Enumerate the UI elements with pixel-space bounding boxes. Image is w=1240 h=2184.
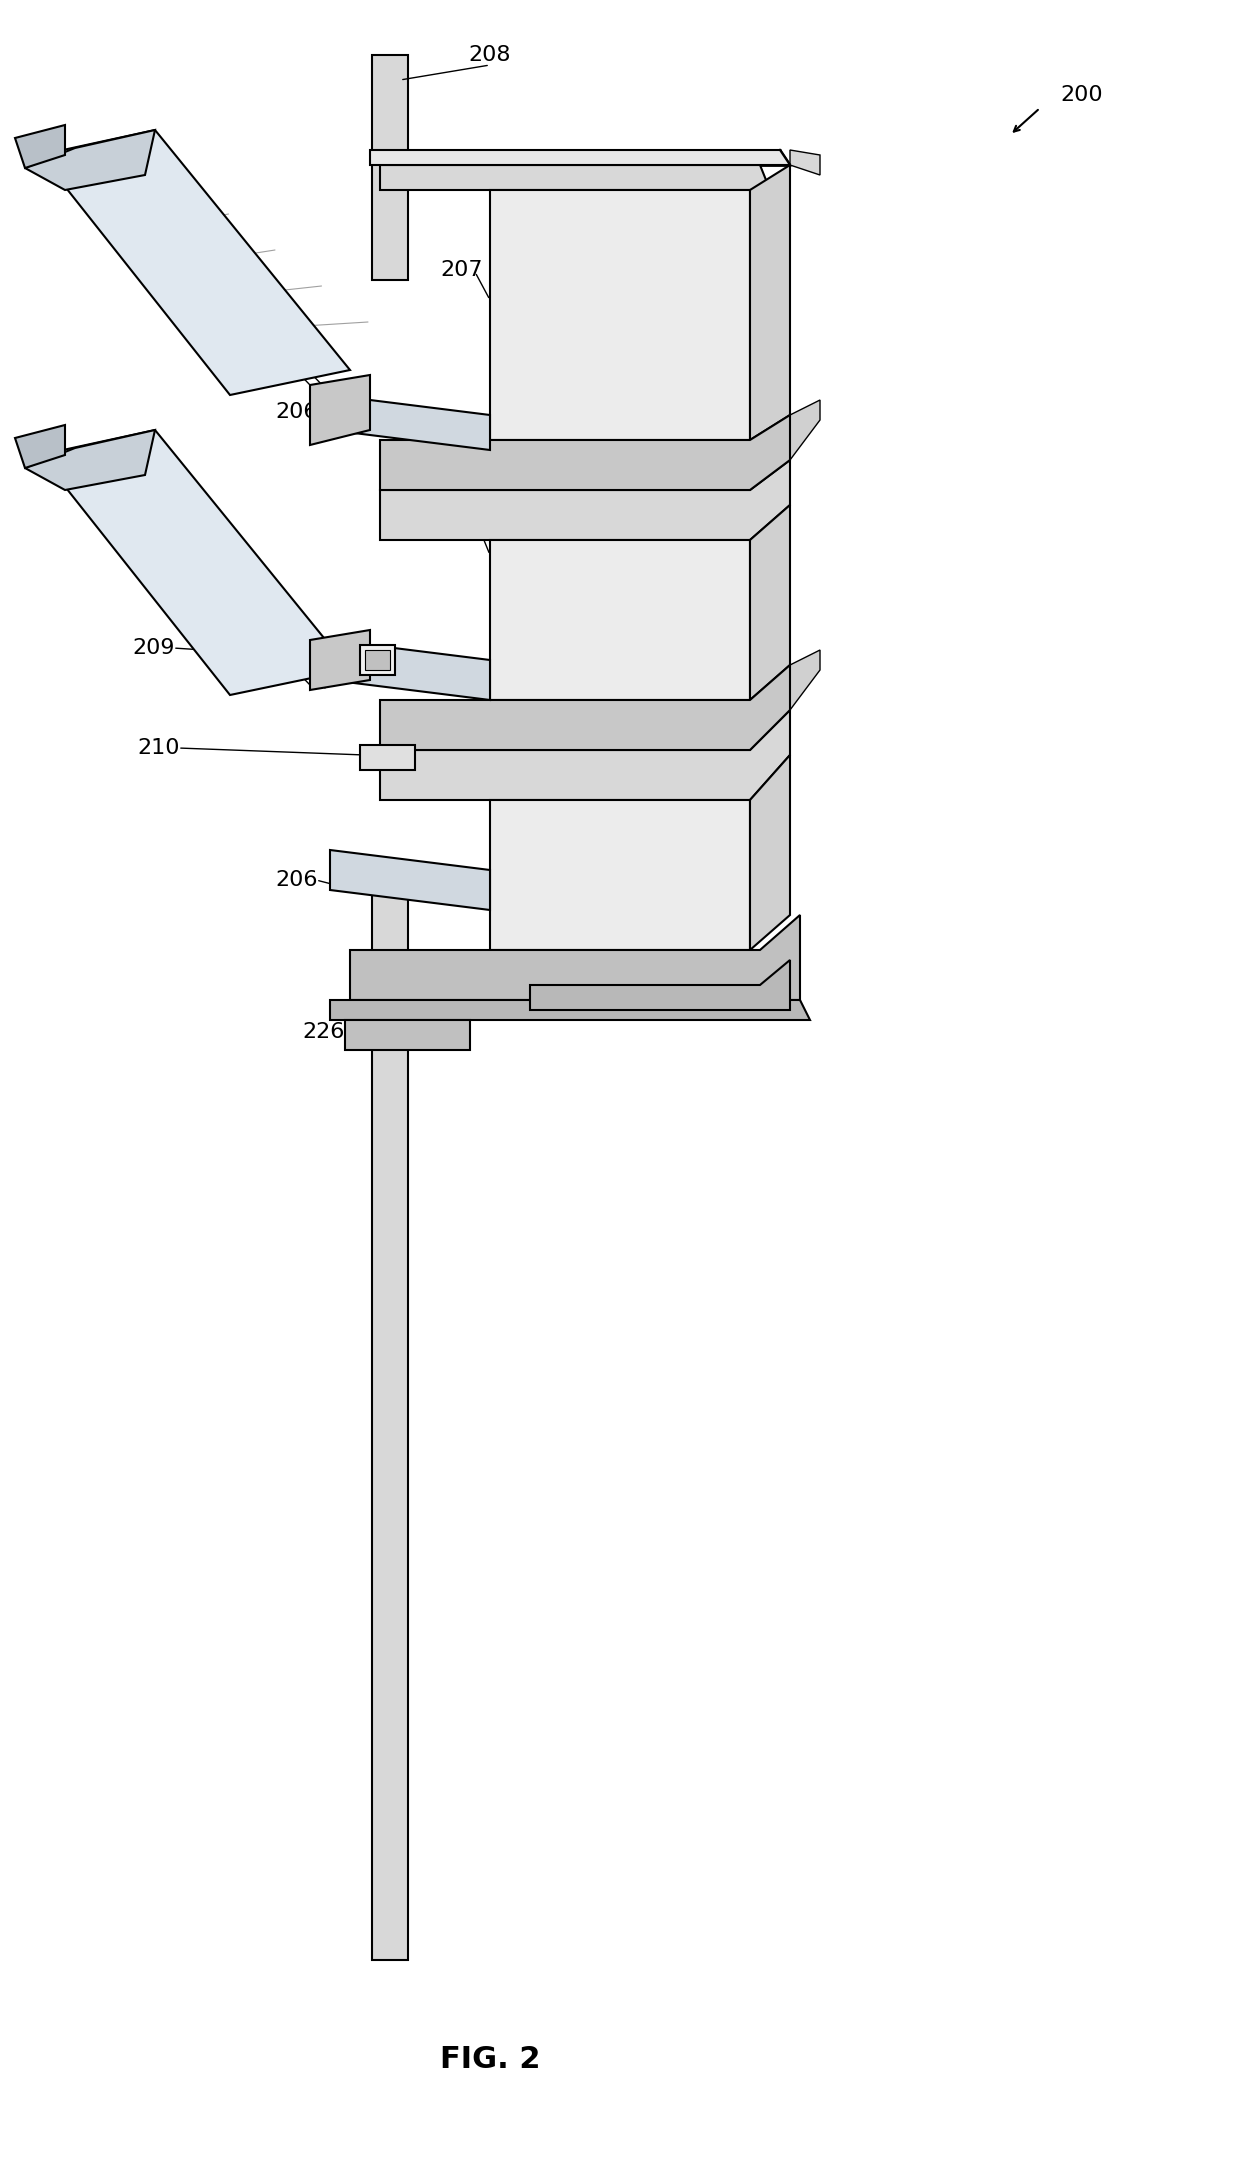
Text: 201: 201 xyxy=(711,295,753,314)
Text: 207: 207 xyxy=(440,505,482,524)
Text: 224: 224 xyxy=(625,961,667,981)
Polygon shape xyxy=(15,124,64,168)
Text: 203: 203 xyxy=(711,758,753,778)
Polygon shape xyxy=(330,1000,810,1020)
Polygon shape xyxy=(750,756,790,950)
Text: 204: 204 xyxy=(711,791,753,810)
Text: 204: 204 xyxy=(711,566,753,585)
Polygon shape xyxy=(379,415,790,489)
Polygon shape xyxy=(370,151,790,166)
Polygon shape xyxy=(310,629,370,690)
Polygon shape xyxy=(372,55,408,280)
Polygon shape xyxy=(790,400,820,461)
Polygon shape xyxy=(25,430,155,489)
Text: 205: 205 xyxy=(698,467,740,487)
Polygon shape xyxy=(330,850,490,911)
Polygon shape xyxy=(360,745,415,771)
Text: 207: 207 xyxy=(430,745,472,764)
Text: 205: 205 xyxy=(620,166,662,186)
Polygon shape xyxy=(529,961,790,1009)
Text: 207: 207 xyxy=(440,260,482,280)
Polygon shape xyxy=(40,131,350,395)
Polygon shape xyxy=(790,151,820,175)
Polygon shape xyxy=(490,539,750,701)
Polygon shape xyxy=(360,644,396,675)
Polygon shape xyxy=(330,640,490,701)
Polygon shape xyxy=(750,505,790,701)
Text: 222: 222 xyxy=(405,1022,448,1042)
Text: 200: 200 xyxy=(1060,85,1102,105)
Text: 206: 206 xyxy=(275,402,317,422)
Polygon shape xyxy=(365,651,391,670)
Text: 206: 206 xyxy=(275,869,317,891)
Text: 202: 202 xyxy=(711,535,753,555)
Polygon shape xyxy=(330,395,490,450)
Text: 206: 206 xyxy=(275,636,317,655)
Text: 204: 204 xyxy=(711,330,753,349)
Polygon shape xyxy=(490,190,750,439)
Polygon shape xyxy=(379,166,770,190)
Polygon shape xyxy=(790,651,820,710)
Polygon shape xyxy=(15,426,64,467)
Text: 208: 208 xyxy=(469,46,511,66)
Text: 209: 209 xyxy=(133,638,175,657)
Text: 226: 226 xyxy=(303,1022,345,1042)
Polygon shape xyxy=(379,664,790,749)
Polygon shape xyxy=(372,880,408,1959)
Polygon shape xyxy=(40,430,350,695)
Text: 210: 210 xyxy=(138,738,180,758)
Polygon shape xyxy=(350,915,800,1000)
Polygon shape xyxy=(379,710,790,799)
Polygon shape xyxy=(750,166,790,439)
Text: 205: 205 xyxy=(698,690,740,710)
Polygon shape xyxy=(345,1020,470,1051)
Polygon shape xyxy=(490,799,750,950)
Polygon shape xyxy=(25,131,155,190)
Text: FIG. 2: FIG. 2 xyxy=(440,2046,541,2075)
Polygon shape xyxy=(310,376,370,446)
Polygon shape xyxy=(379,461,790,539)
